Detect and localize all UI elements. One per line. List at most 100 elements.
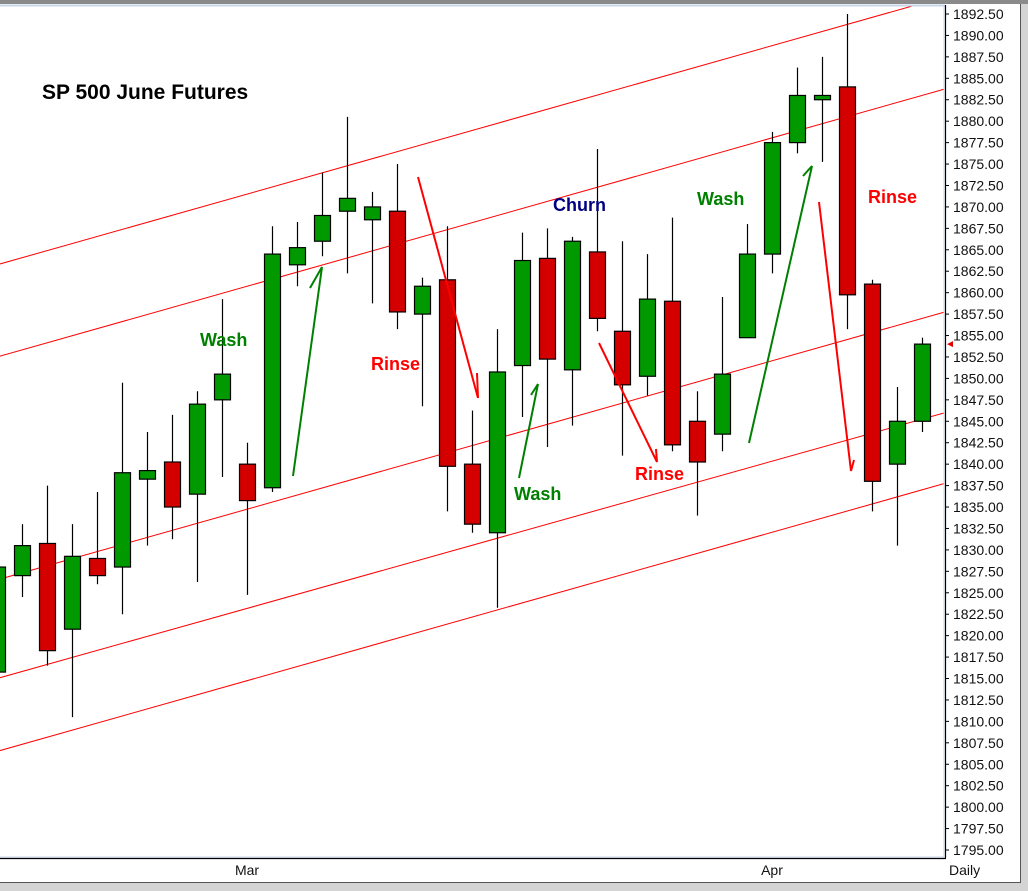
candle bbox=[688, 391, 707, 516]
candle bbox=[613, 241, 632, 456]
candle-body-down bbox=[663, 300, 682, 446]
candle bbox=[113, 382, 132, 615]
annotation-label: Rinse bbox=[868, 187, 917, 207]
y-tick-label: 1827.50 bbox=[953, 563, 1004, 579]
annotation-arrows bbox=[292, 165, 855, 479]
arrow-head bbox=[802, 165, 813, 177]
channel-line bbox=[0, 6, 915, 265]
candle-body-up bbox=[638, 298, 657, 377]
y-tick-label: 1867.50 bbox=[953, 220, 1004, 236]
candle-body-down bbox=[238, 463, 257, 502]
y-tick-label: 1845.00 bbox=[953, 413, 1004, 429]
candle-body-up bbox=[338, 197, 357, 212]
candle bbox=[138, 432, 157, 546]
y-tick-label: 1825.00 bbox=[953, 585, 1004, 601]
candle bbox=[263, 226, 282, 493]
candle-body-up bbox=[138, 469, 157, 480]
channel-line bbox=[0, 311, 944, 580]
candle bbox=[738, 224, 757, 339]
candle-body-up bbox=[13, 545, 32, 577]
candle-body-down bbox=[838, 86, 857, 296]
y-tick-label: 1865.00 bbox=[953, 242, 1004, 258]
candle-body-up bbox=[213, 373, 232, 401]
candle-body-up bbox=[513, 259, 532, 367]
arrow-head bbox=[476, 372, 479, 399]
candle-body-up bbox=[288, 247, 307, 266]
candle-body-down bbox=[438, 279, 457, 467]
y-tick-label: 1807.50 bbox=[953, 735, 1004, 751]
candle bbox=[288, 221, 307, 287]
arrow-head bbox=[309, 266, 323, 289]
y-tick-label: 1815.00 bbox=[953, 671, 1004, 687]
arrow-head bbox=[655, 448, 658, 463]
candle bbox=[788, 67, 807, 154]
y-tick-label: 1795.00 bbox=[953, 842, 1004, 858]
candle-body-up bbox=[488, 371, 507, 534]
y-tick-label: 1872.50 bbox=[953, 177, 1004, 193]
timeframe-label[interactable]: Daily bbox=[949, 862, 980, 878]
candle-body-up bbox=[738, 253, 757, 339]
y-tick-label: 1830.00 bbox=[953, 542, 1004, 558]
y-tick-label: 1880.00 bbox=[953, 113, 1004, 129]
candle bbox=[313, 172, 332, 257]
candle-body-down bbox=[463, 463, 482, 525]
last-price-marker bbox=[947, 341, 953, 348]
candle-body-down bbox=[588, 251, 607, 319]
candle bbox=[88, 492, 107, 585]
channel-line bbox=[0, 412, 944, 679]
y-tick-label: 1892.50 bbox=[953, 6, 1004, 22]
y-tick-label: 1850.00 bbox=[953, 370, 1004, 386]
candle bbox=[913, 337, 932, 432]
candle bbox=[488, 329, 507, 608]
candle-body-down bbox=[688, 420, 707, 463]
candle-body-up bbox=[763, 142, 782, 255]
candle-body-up bbox=[63, 555, 82, 630]
y-tick-label: 1842.50 bbox=[953, 435, 1004, 451]
candle-body-down bbox=[38, 542, 57, 652]
arrow-head bbox=[850, 459, 855, 472]
arrow-head bbox=[530, 383, 539, 396]
candle-body-up bbox=[263, 253, 282, 489]
candle bbox=[13, 524, 32, 598]
candle bbox=[0, 566, 7, 673]
candle-body-down bbox=[388, 210, 407, 313]
y-tick-label: 1882.50 bbox=[953, 92, 1004, 108]
y-tick-label: 1810.00 bbox=[953, 713, 1004, 729]
candle bbox=[463, 410, 482, 533]
candle bbox=[638, 254, 657, 396]
candle bbox=[213, 299, 232, 478]
candle-body-up bbox=[0, 566, 7, 673]
y-tick-label: 1890.00 bbox=[953, 27, 1004, 43]
y-axis-panel bbox=[946, 4, 1028, 882]
y-tick-label: 1840.00 bbox=[953, 456, 1004, 472]
candle bbox=[663, 217, 682, 452]
annotation-label: Wash bbox=[514, 484, 561, 504]
candle bbox=[863, 279, 882, 512]
annotation-label: Churn bbox=[553, 195, 606, 215]
candle-body-down bbox=[88, 557, 107, 577]
y-tick-label: 1835.00 bbox=[953, 499, 1004, 515]
y-tick-label: 1855.00 bbox=[953, 328, 1004, 344]
candle bbox=[38, 485, 57, 666]
candle-body-up bbox=[563, 240, 582, 371]
y-axis-ticks: 1795.00 1797.50 1800.00 1802.50 1805.00 1807.… bbox=[945, 6, 1004, 858]
trend-arrow bbox=[417, 176, 479, 399]
channel-line bbox=[0, 483, 944, 752]
trend-arrow bbox=[598, 342, 658, 463]
x-axis-ticks: Mar Apr bbox=[235, 862, 783, 878]
trend-arrow bbox=[818, 201, 855, 472]
trend-arrow bbox=[518, 383, 539, 479]
candle bbox=[438, 226, 457, 512]
candle-body-up bbox=[813, 94, 832, 101]
candle-body-down bbox=[538, 257, 557, 360]
y-tick-label: 1885.00 bbox=[953, 70, 1004, 86]
y-tick-label: 1862.50 bbox=[953, 263, 1004, 279]
y-tick-label: 1877.50 bbox=[953, 135, 1004, 151]
y-tick-label: 1847.50 bbox=[953, 392, 1004, 408]
candle-body-down bbox=[163, 461, 182, 508]
candle bbox=[388, 164, 407, 330]
annotation-label: Wash bbox=[200, 330, 247, 350]
y-tick-label: 1832.50 bbox=[953, 520, 1004, 536]
y-tick-label: 1820.00 bbox=[953, 628, 1004, 644]
